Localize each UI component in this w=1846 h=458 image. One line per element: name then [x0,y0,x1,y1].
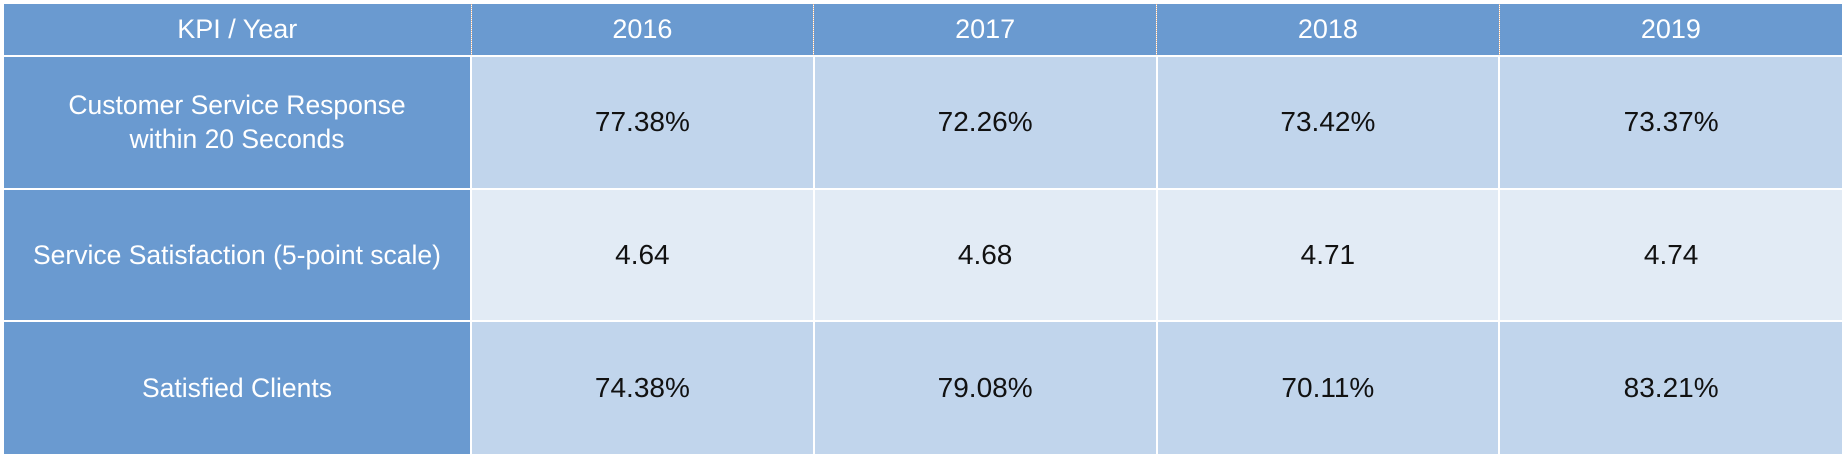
kpi-table: KPI / Year 2016 2017 2018 2019 Customer … [4,4,1842,454]
header-year-cell: 2016 [470,4,814,56]
value-cell: 83.21% [1498,320,1842,454]
value-cell: 79.08% [812,320,1157,454]
value-cell: 72.26% [812,55,1157,189]
value-cell: 4.68 [812,187,1157,322]
value-cell: 73.37% [1498,55,1842,189]
value-cell: 74.38% [470,320,814,454]
header-year-cell: 2019 [1498,4,1842,56]
value-cell: 77.38% [470,55,814,189]
table-row: Customer Service Response within 20 Seco… [4,55,1842,189]
value-cell: 70.11% [1155,320,1500,454]
table-row: Service Satisfaction (5-point scale) 4.6… [4,187,1842,322]
value-cell: 4.71 [1155,187,1500,322]
kpi-label-line: within 20 Seconds [129,124,345,155]
value-cell: 4.74 [1498,187,1842,322]
kpi-label-cell: Service Satisfaction (5-point scale) [4,187,471,322]
header-corner-cell: KPI / Year [4,4,471,56]
table-header-row: KPI / Year 2016 2017 2018 2019 [4,4,1842,56]
table-row: Satisfied Clients 74.38% 79.08% 70.11% 8… [4,320,1842,454]
value-cell: 73.42% [1155,55,1500,189]
kpi-label-cell: Satisfied Clients [4,320,471,454]
kpi-label-line: Customer Service Response [68,90,406,121]
value-cell: 4.64 [470,187,814,322]
kpi-label-cell: Customer Service Response within 20 Seco… [4,55,471,189]
header-year-cell: 2017 [813,4,1157,56]
header-year-cell: 2018 [1156,4,1500,56]
